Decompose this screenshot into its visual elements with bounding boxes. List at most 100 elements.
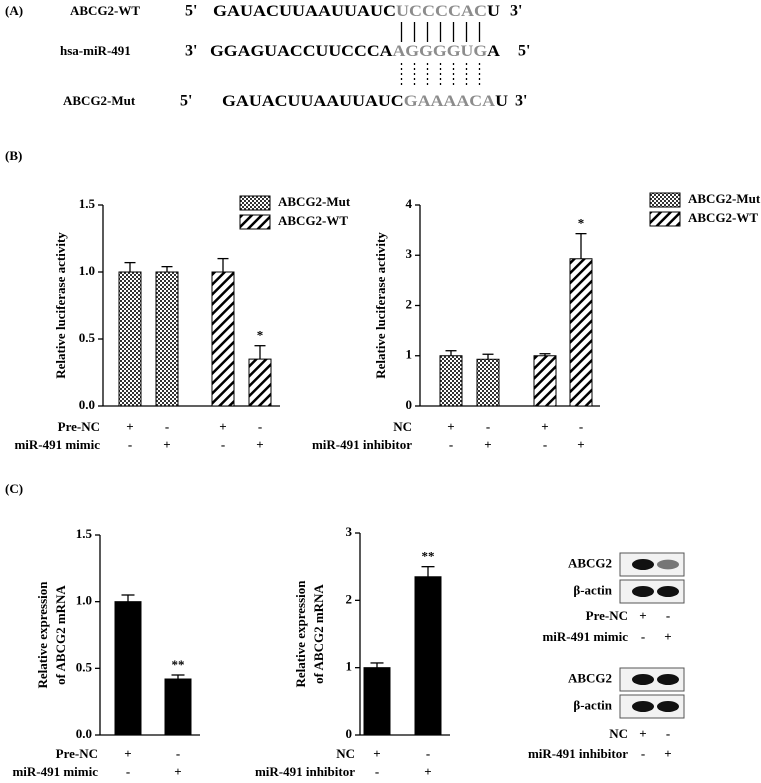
bar	[363, 667, 391, 736]
significance: **	[422, 549, 435, 564]
bar	[476, 358, 500, 407]
error-bar	[161, 265, 173, 272]
error-bar	[217, 257, 229, 272]
y-tick-label: 1.0	[79, 263, 95, 278]
sequence-part: A	[487, 43, 500, 60]
panel-label: (C)	[5, 481, 23, 496]
panel-label: (A)	[5, 3, 23, 18]
condition-mark: +	[373, 746, 380, 761]
y-tick-label: 3	[346, 524, 353, 539]
bar	[164, 678, 192, 736]
condition-mark: +	[639, 726, 646, 741]
y-tick-label: 2	[346, 591, 353, 606]
error-bar	[124, 261, 136, 272]
y-tick-label: 0.5	[79, 330, 96, 345]
condition-mark: -	[641, 746, 645, 761]
condition-mark: +	[664, 629, 671, 644]
blot-band	[657, 586, 679, 597]
y-tick-label: 1	[406, 347, 413, 362]
legend-label: ABCG2-Mut	[278, 194, 351, 209]
error-bar	[121, 594, 135, 602]
y-axis-label: Relative luciferase activity	[53, 232, 68, 379]
blot-row-label: β-actin	[573, 582, 612, 597]
condition-mark: -	[426, 746, 430, 761]
condition-mark: -	[641, 629, 645, 644]
y-tick-label: 0.0	[79, 397, 95, 412]
condition-label: miR-491 inhibitor	[255, 764, 355, 779]
y-tick-label: 0	[346, 726, 353, 741]
panel-label: (B)	[5, 148, 22, 163]
sequence-part: U	[495, 93, 508, 110]
legend-swatch	[239, 195, 271, 211]
condition-mark: +	[664, 746, 671, 761]
sequence-part: GAUACUUAAUUAUC	[222, 93, 404, 110]
y-tick-label: 0.5	[76, 659, 93, 674]
sequence-name: ABCG2-WT	[70, 3, 140, 18]
y-tick-label: 1.5	[76, 526, 93, 541]
condition-label: miR-491 inhibitor	[528, 746, 628, 761]
blot-band	[657, 701, 679, 712]
condition-label: miR-491 mimic	[14, 437, 100, 452]
y-tick-label: 1	[346, 659, 353, 674]
significance: *	[257, 328, 264, 343]
blot-band	[632, 559, 654, 570]
blot-band	[632, 586, 654, 597]
condition-mark: +	[541, 419, 548, 434]
condition-mark: -	[258, 419, 262, 434]
strand-end: 5'	[518, 43, 530, 60]
condition-label: Pre-NC	[586, 608, 628, 623]
condition-label: miR-491 inhibitor	[312, 437, 412, 452]
error-bar	[539, 353, 551, 356]
bar	[533, 355, 557, 407]
blot-row-label: ABCG2	[568, 555, 612, 570]
condition-label: NC	[336, 746, 355, 761]
y-tick-label: 1.0	[76, 593, 92, 608]
blot-row-label: ABCG2	[568, 670, 612, 685]
legend-label: ABCG2-WT	[688, 210, 758, 225]
condition-mark: +	[424, 764, 431, 779]
y-tick-label: 4	[406, 196, 413, 211]
bar	[114, 601, 142, 736]
condition-mark: +	[219, 419, 226, 434]
condition-mark: +	[484, 437, 491, 452]
legend-swatch	[239, 214, 271, 230]
strand-end: 3'	[515, 93, 527, 110]
condition-mark: -	[126, 764, 130, 779]
condition-label: miR-491 mimic	[12, 764, 98, 779]
y-tick-label: 0	[406, 397, 413, 412]
y-tick-label: 0.0	[76, 726, 92, 741]
y-axis-label: Relative luciferase activity	[373, 232, 388, 379]
strand-end: 3'	[510, 3, 522, 20]
significance: **	[172, 657, 185, 672]
y-axis-label: of ABCG2 mRNA	[53, 585, 68, 685]
condition-mark: +	[639, 608, 646, 623]
condition-label: Pre-NC	[58, 419, 100, 434]
legend-label: ABCG2-WT	[278, 213, 348, 228]
condition-mark: +	[447, 419, 454, 434]
bar	[118, 271, 142, 407]
significance: *	[578, 216, 585, 231]
condition-mark: +	[163, 437, 170, 452]
error-bar	[254, 345, 266, 360]
blot-band	[632, 701, 654, 712]
condition-mark: +	[256, 437, 263, 452]
sequence-part: AGGGGUG	[392, 43, 487, 60]
bar	[248, 358, 272, 407]
y-tick-label: 3	[406, 246, 413, 261]
sequence-part: UCCCCAC	[396, 3, 487, 20]
strand-end: 3'	[185, 43, 197, 60]
condition-mark: -	[486, 419, 490, 434]
sequence: GAUACUUAAUUAUC UCCCCAC U	[213, 3, 500, 20]
y-tick-label: 2	[406, 296, 413, 311]
legend-swatch	[649, 211, 681, 227]
sequence-part: GGAGUACCUUCCCA	[210, 43, 393, 60]
condition-mark: -	[666, 608, 670, 623]
condition-label: NC	[609, 726, 628, 741]
error-bar	[482, 353, 494, 360]
y-tick-label: 1.5	[79, 196, 96, 211]
bar	[569, 258, 593, 407]
strand-end: 5'	[185, 3, 197, 20]
condition-mark: -	[449, 437, 453, 452]
sequence-part: U	[487, 3, 501, 20]
